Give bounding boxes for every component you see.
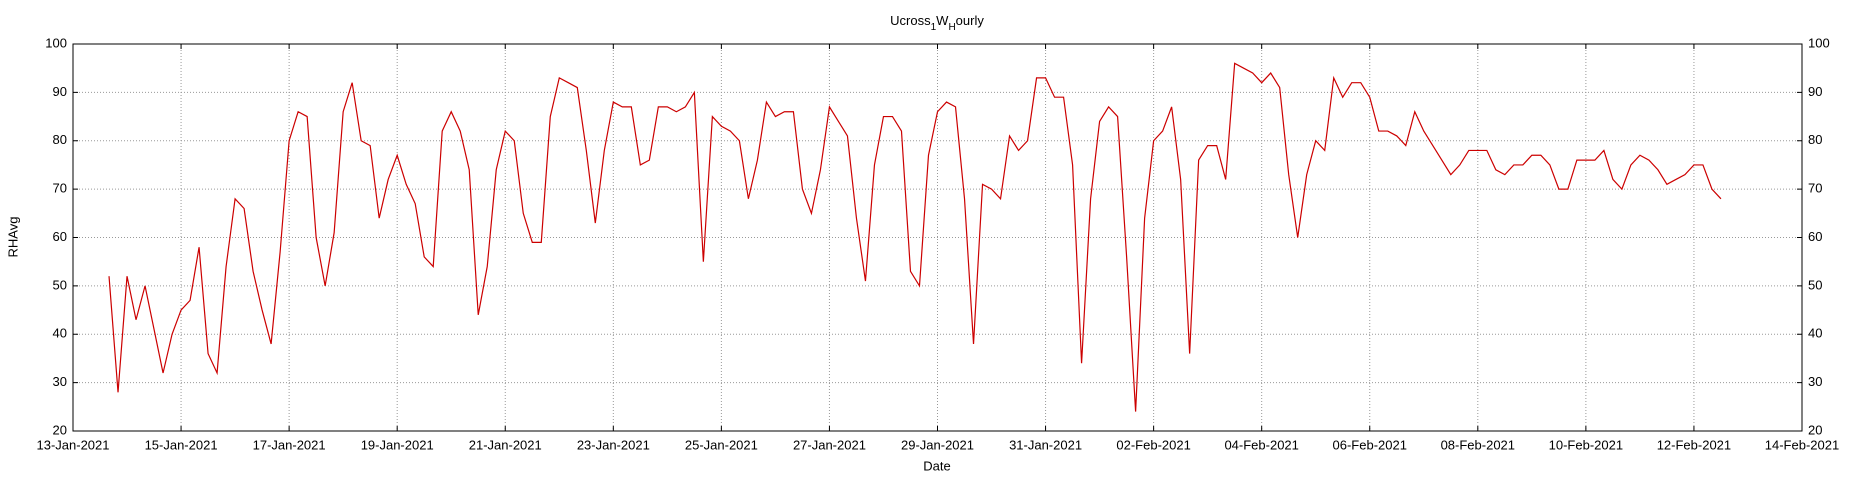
x-axis-label: Date	[923, 458, 950, 473]
y-tick-label: 30	[53, 374, 67, 389]
x-tick-label: 04-Feb-2021	[1224, 437, 1298, 452]
x-tick-label: 25-Jan-2021	[685, 437, 758, 452]
x-tick-label: 13-Jan-2021	[37, 437, 110, 452]
x-tick-label: 12-Feb-2021	[1657, 437, 1731, 452]
y2-tick-label: 20	[1808, 422, 1822, 437]
y2-tick-label: 60	[1808, 229, 1822, 244]
y2-tick-label: 80	[1808, 132, 1822, 147]
y-tick-label: 50	[53, 277, 67, 292]
x-tick-label: 14-Feb-2021	[1765, 437, 1839, 452]
chart-title: Ucross1WHourly	[890, 13, 984, 33]
x-tick-label: 21-Jan-2021	[469, 437, 542, 452]
x-tick-label: 31-Jan-2021	[1009, 437, 1082, 452]
y-axis-label: RHAvg	[5, 217, 20, 258]
x-tick-label: 29-Jan-2021	[901, 437, 974, 452]
x-tick-label: 23-Jan-2021	[577, 437, 650, 452]
y2-tick-label: 70	[1808, 181, 1822, 196]
x-tick-label: 15-Jan-2021	[145, 437, 218, 452]
y-tick-label: 60	[53, 229, 67, 244]
y-tick-label: 100	[45, 35, 67, 50]
y2-tick-label: 100	[1808, 35, 1830, 50]
y-tick-label: 40	[53, 326, 67, 341]
y-tick-label: 20	[53, 422, 67, 437]
data-line	[108, 62, 1722, 412]
y2-tick-label: 50	[1808, 277, 1822, 292]
y2-tick-label: 30	[1808, 374, 1822, 389]
y-tick-label: 70	[53, 181, 67, 196]
y2-tick-label: 40	[1808, 326, 1822, 341]
x-tick-label: 17-Jan-2021	[253, 437, 326, 452]
y-tick-label: 80	[53, 132, 67, 147]
x-tick-label: 02-Feb-2021	[1116, 437, 1190, 452]
x-tick-label: 10-Feb-2021	[1549, 437, 1623, 452]
y-tick-label: 90	[53, 84, 67, 99]
plot-frame	[72, 43, 1803, 432]
x-tick-label: 27-Jan-2021	[793, 437, 866, 452]
x-tick-label: 08-Feb-2021	[1441, 437, 1515, 452]
x-tick-label: 06-Feb-2021	[1333, 437, 1407, 452]
x-tick-label: 19-Jan-2021	[361, 437, 434, 452]
y2-tick-label: 90	[1808, 84, 1822, 99]
